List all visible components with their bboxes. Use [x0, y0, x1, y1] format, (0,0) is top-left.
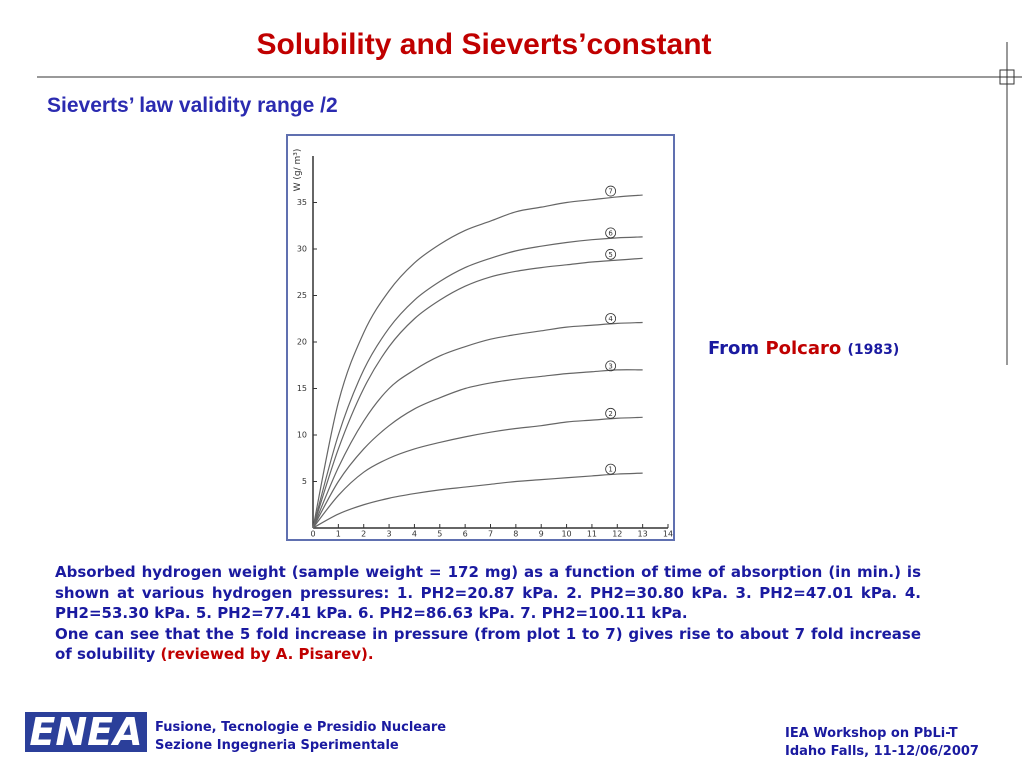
curve [312, 416, 643, 529]
x-tick-label: 4 [412, 530, 417, 539]
legend-label: 7 [608, 188, 612, 196]
curve [312, 236, 643, 529]
x-tick-label: 5 [437, 530, 442, 539]
marker [999, 69, 1015, 85]
note: (reviewed by A. Pisarev). [160, 645, 374, 663]
y-tick-label: 30 [297, 245, 307, 254]
title: Solubility and Sieverts’constant [256, 28, 712, 61]
paragraph-text: One can see that the 5 fold increase in … [55, 624, 921, 664]
source: From Polcaro (1983) [708, 338, 899, 359]
x-tick-label: 1 [336, 530, 341, 539]
logo: ENEA [25, 710, 147, 754]
footer-line: Fusione, Tecnologie e Presidio Nucleare [155, 720, 447, 735]
y-tick-label: 15 [297, 384, 307, 393]
source-prefix: From [708, 338, 760, 359]
chart-frame [286, 134, 675, 541]
curve [312, 257, 643, 529]
paragraph: Absorbed hydrogen weight (sample weight … [55, 563, 921, 622]
curve-label-circle [605, 463, 617, 475]
x-tick-label: 8 [513, 530, 518, 539]
legend-label: 5 [608, 251, 612, 259]
legend-label: 1 [608, 466, 612, 474]
legend-label: 4 [608, 315, 613, 323]
y-tick-label: 10 [297, 431, 307, 440]
x-tick-label: 10 [561, 530, 571, 539]
x-tick-label: 0 [310, 530, 315, 539]
legend-label: 2 [608, 410, 612, 418]
x-tick-label: 11 [587, 530, 597, 539]
curve-label-circle [605, 227, 617, 239]
footer-left: Fusione, Tecnologie e Presidio Nucleare … [155, 719, 446, 755]
legend-label: 3 [608, 362, 612, 370]
caption: Absorbed hydrogen weight (sample weight … [55, 562, 921, 665]
curve-label-circle [605, 313, 617, 324]
logo-text: ENEA [29, 710, 142, 754]
y-tick-label: 20 [297, 338, 307, 347]
footer-right: IEA Workshop on PbLi-T Idaho Falls, 11-1… [785, 725, 979, 761]
logo-bg [25, 712, 147, 752]
y-axis-label: W (g/ m³) [293, 149, 303, 192]
x-tick-label: 2 [361, 530, 366, 539]
source-year: (1983) [847, 342, 900, 358]
curve [312, 194, 643, 529]
curve-label-circle [605, 360, 617, 372]
x-tick-label: 14 [663, 530, 673, 539]
x-tick-label: 12 [612, 530, 622, 539]
curve [312, 472, 643, 529]
footer-line: Sezione Ingegneria Sperimentale [155, 738, 399, 753]
y-tick-label: 5 [302, 477, 307, 486]
y-tick-label: 25 [297, 291, 307, 300]
curve-label-circle [605, 248, 617, 260]
curve-label-circle [605, 407, 617, 419]
y-tick-label: 35 [297, 198, 307, 207]
x-tick-label: 6 [463, 530, 468, 539]
footer-line: Idaho Falls, 11-12/06/2007 [785, 744, 979, 759]
x-tick-label: 13 [638, 530, 648, 539]
source-author: Polcaro [765, 338, 842, 359]
paragraph: One can see that the 5 fold increase in … [55, 624, 921, 665]
x-tick-label: 9 [539, 530, 544, 539]
subtitle: Sieverts’ law validity range /2 [47, 94, 338, 117]
legend-label: 6 [608, 229, 613, 237]
x-tick-label: 3 [387, 530, 392, 539]
x-tick-label: 7 [488, 530, 493, 539]
curve [312, 369, 643, 529]
curve-label-circle [605, 185, 617, 197]
curve [312, 321, 643, 529]
footer-line: IEA Workshop on PbLi-T [785, 726, 958, 741]
